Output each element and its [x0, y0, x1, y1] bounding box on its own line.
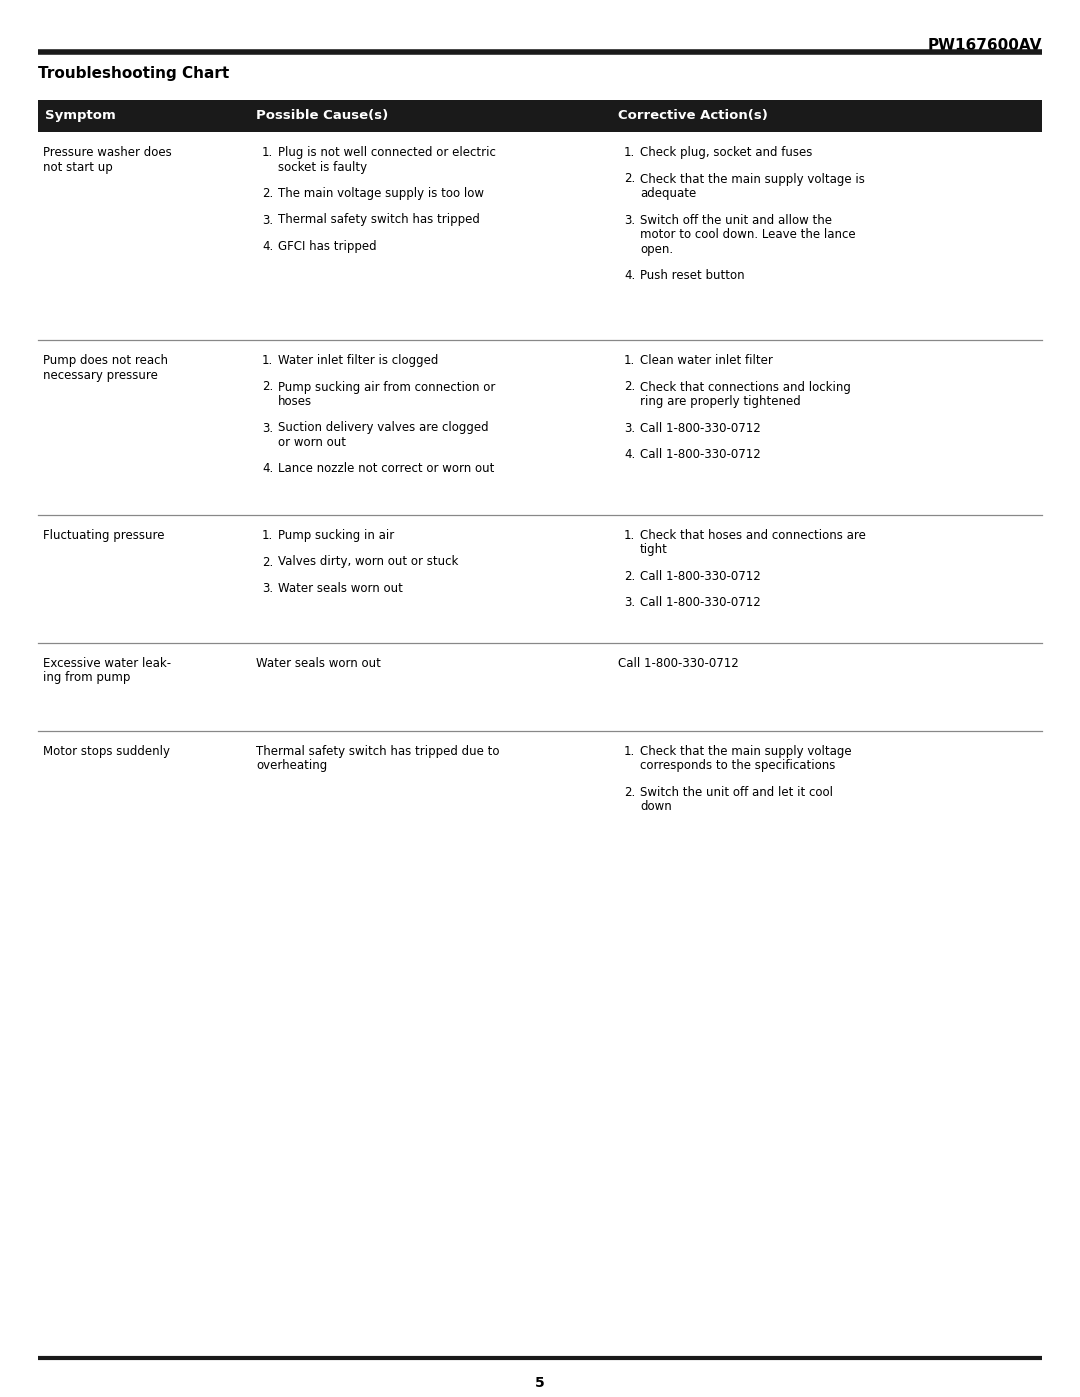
Text: Clean water inlet filter: Clean water inlet filter — [640, 353, 773, 367]
Text: Call 1-800-330-0712: Call 1-800-330-0712 — [640, 597, 760, 609]
Text: Troubleshooting Chart: Troubleshooting Chart — [38, 66, 229, 81]
Text: 1.: 1. — [262, 353, 273, 367]
Text: Suction delivery valves are clogged: Suction delivery valves are clogged — [278, 422, 488, 434]
Text: 2.: 2. — [262, 380, 273, 394]
Text: GFCI has tripped: GFCI has tripped — [278, 240, 377, 253]
Text: 5: 5 — [535, 1376, 545, 1390]
Text: 1.: 1. — [624, 147, 635, 159]
Text: down: down — [640, 800, 672, 813]
Text: 3.: 3. — [624, 214, 635, 226]
Text: hoses: hoses — [278, 395, 312, 408]
Text: Check plug, socket and fuses: Check plug, socket and fuses — [640, 147, 812, 159]
Text: PW167600AV: PW167600AV — [928, 38, 1042, 53]
Text: 2.: 2. — [262, 187, 273, 200]
Text: Pump sucking in air: Pump sucking in air — [278, 529, 394, 542]
Text: Corrective Action(s): Corrective Action(s) — [618, 109, 768, 123]
Text: Call 1-800-330-0712: Call 1-800-330-0712 — [640, 422, 760, 434]
Text: corresponds to the specifications: corresponds to the specifications — [640, 760, 835, 773]
Text: 2.: 2. — [262, 556, 273, 569]
Text: 2.: 2. — [624, 570, 635, 583]
Text: overheating: overheating — [256, 760, 327, 773]
Text: Pump sucking air from connection or: Pump sucking air from connection or — [278, 380, 496, 394]
Text: Thermal safety switch has tripped: Thermal safety switch has tripped — [278, 214, 480, 226]
Text: 3.: 3. — [262, 583, 273, 595]
Text: ing from pump: ing from pump — [43, 672, 131, 685]
Text: Call 1-800-330-0712: Call 1-800-330-0712 — [640, 448, 760, 461]
Text: Pressure washer does: Pressure washer does — [43, 147, 172, 159]
Text: 2.: 2. — [624, 172, 635, 186]
Text: tight: tight — [640, 543, 667, 556]
Text: or worn out: or worn out — [278, 436, 346, 448]
Text: Pump does not reach: Pump does not reach — [43, 353, 168, 367]
Text: Symptom: Symptom — [45, 109, 116, 123]
Text: Water seals worn out: Water seals worn out — [256, 657, 381, 671]
Text: 1.: 1. — [624, 353, 635, 367]
Text: Check that the main supply voltage is: Check that the main supply voltage is — [640, 172, 865, 186]
Text: Water inlet filter is clogged: Water inlet filter is clogged — [278, 353, 438, 367]
Text: 1.: 1. — [262, 147, 273, 159]
Text: Push reset button: Push reset button — [640, 270, 744, 282]
Text: Possible Cause(s): Possible Cause(s) — [256, 109, 388, 123]
Text: Check that connections and locking: Check that connections and locking — [640, 380, 851, 394]
Text: Check that the main supply voltage: Check that the main supply voltage — [640, 745, 852, 759]
Text: open.: open. — [640, 243, 673, 256]
Text: Fluctuating pressure: Fluctuating pressure — [43, 529, 164, 542]
Text: 2.: 2. — [624, 380, 635, 394]
Text: socket is faulty: socket is faulty — [278, 161, 367, 173]
Text: 2.: 2. — [624, 787, 635, 799]
Text: Call 1-800-330-0712: Call 1-800-330-0712 — [640, 570, 760, 583]
Bar — [38, 101, 1042, 131]
Text: 4.: 4. — [262, 462, 273, 475]
Text: adequate: adequate — [640, 187, 697, 200]
Text: Call 1-800-330-0712: Call 1-800-330-0712 — [618, 657, 739, 671]
Text: Water seals worn out: Water seals worn out — [278, 583, 403, 595]
Text: 1.: 1. — [262, 529, 273, 542]
Text: necessary pressure: necessary pressure — [43, 369, 158, 381]
Text: Check that hoses and connections are: Check that hoses and connections are — [640, 529, 866, 542]
Text: ring are properly tightened: ring are properly tightened — [640, 395, 800, 408]
Text: 4.: 4. — [624, 448, 635, 461]
Text: Switch off the unit and allow the: Switch off the unit and allow the — [640, 214, 832, 226]
Text: 3.: 3. — [624, 597, 635, 609]
Text: 3.: 3. — [624, 422, 635, 434]
Text: motor to cool down. Leave the lance: motor to cool down. Leave the lance — [640, 228, 855, 242]
Text: The main voltage supply is too low: The main voltage supply is too low — [278, 187, 484, 200]
Text: Motor stops suddenly: Motor stops suddenly — [43, 745, 170, 759]
Text: 3.: 3. — [262, 214, 273, 226]
Text: 1.: 1. — [624, 529, 635, 542]
Text: 3.: 3. — [262, 422, 273, 434]
Text: Valves dirty, worn out or stuck: Valves dirty, worn out or stuck — [278, 556, 458, 569]
Text: Excessive water leak-: Excessive water leak- — [43, 657, 171, 671]
Text: Thermal safety switch has tripped due to: Thermal safety switch has tripped due to — [256, 745, 499, 759]
Text: not start up: not start up — [43, 161, 112, 173]
Text: Lance nozzle not correct or worn out: Lance nozzle not correct or worn out — [278, 462, 495, 475]
Text: 4.: 4. — [262, 240, 273, 253]
Text: Plug is not well connected or electric: Plug is not well connected or electric — [278, 147, 496, 159]
Text: 4.: 4. — [624, 270, 635, 282]
Text: Switch the unit off and let it cool: Switch the unit off and let it cool — [640, 787, 833, 799]
Text: 1.: 1. — [624, 745, 635, 759]
